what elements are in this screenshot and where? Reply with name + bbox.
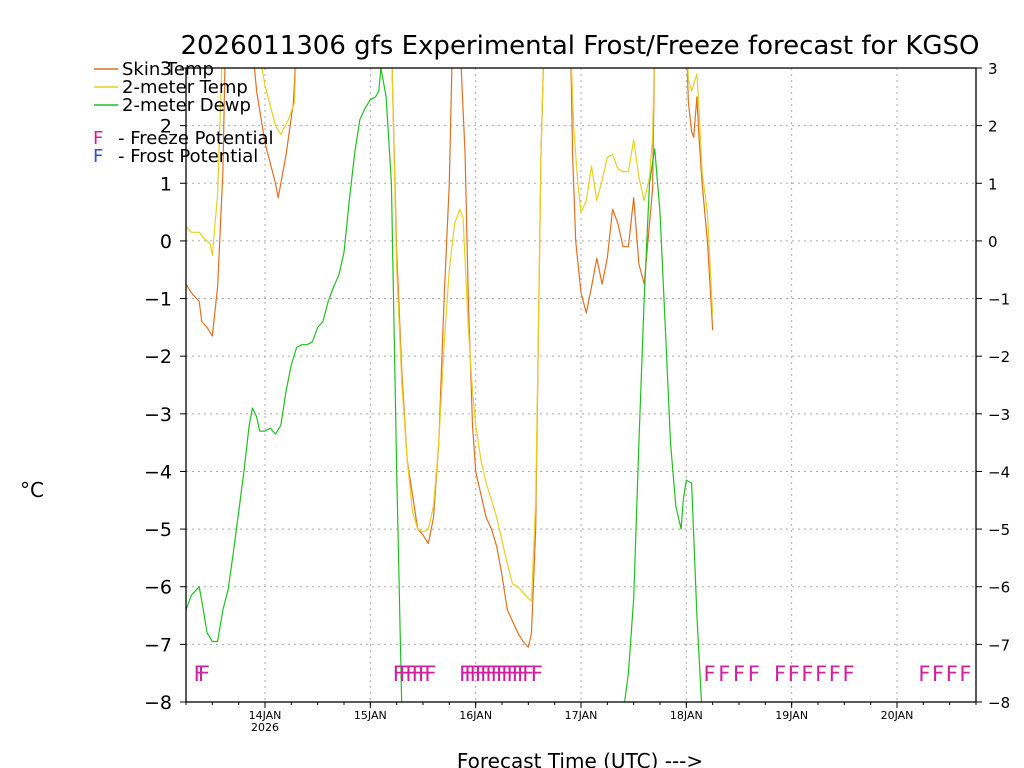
freeze-mark: F	[501, 662, 513, 686]
y-tick-label-right: 3	[988, 60, 998, 78]
freeze-mark: F	[517, 662, 529, 686]
freeze-mark: F	[475, 662, 487, 686]
freeze-mark: F	[748, 662, 760, 686]
y-tick-label-right: 2	[988, 118, 998, 136]
series-lines	[186, 68, 714, 702]
y-tick-label: −6	[144, 577, 172, 599]
y-tick-label: −8	[144, 692, 172, 714]
freeze-mark: F	[932, 662, 944, 686]
freeze-mark: F	[485, 662, 497, 686]
x-tick-label: 16JAN	[459, 709, 492, 722]
freeze-mark: F	[412, 662, 424, 686]
y-tick-label: −7	[144, 634, 172, 656]
y-tick-label: 1	[160, 173, 172, 195]
freeze-mark: F	[496, 662, 508, 686]
y-tick-label: 0	[160, 231, 172, 253]
freeze-mark: F	[801, 662, 813, 686]
legend-marker-symbol: F	[93, 128, 103, 149]
freeze-mark: F	[946, 662, 958, 686]
y-tick-label: 3	[160, 58, 172, 80]
y-tick-label-right: −3	[988, 406, 1010, 424]
x-tick-label: 17JAN	[565, 709, 598, 722]
freeze-mark: F	[399, 662, 411, 686]
x-tick-label: 19JAN	[775, 709, 808, 722]
y-tick-label: −2	[144, 346, 172, 368]
freeze-mark: F	[418, 662, 430, 686]
y-axis-ticks: −8 −8 −7 −7 −6 −6 −5 −5 −4 −4 −3 −3 −2 −2 −1 −1 0 0 1 1 2 2 3 3	[144, 58, 1010, 714]
y-tick-label-right: −8	[988, 694, 1010, 712]
legend-marker-text: - Freeze Potential	[118, 128, 274, 149]
legend-entry: Skin Temp	[122, 59, 214, 80]
x-tick-label: 14JAN	[249, 709, 282, 722]
series-line-2-meter-dewp	[624, 148, 703, 702]
plot-frame	[185, 67, 977, 703]
x-tick-label: 15JAN	[354, 709, 387, 722]
freeze-mark: F	[959, 662, 971, 686]
y-tick-label: 2	[160, 116, 172, 138]
y-axis-label: °C	[20, 478, 44, 502]
freeze-mark: F	[842, 662, 854, 686]
series-line-skin-temp	[186, 68, 714, 648]
freeze-mark: F	[506, 662, 518, 686]
y-tick-label: −3	[144, 404, 172, 426]
y-tick-label-right: −4	[988, 463, 1010, 481]
y-tick-label: −4	[144, 461, 172, 483]
freeze-mark: F	[774, 662, 786, 686]
chart-title: 2026011306 gfs Experimental Frost/Freeze…	[180, 31, 979, 61]
y-tick-label-right: 1	[988, 175, 998, 193]
legend-entry: 2-meter Temp	[122, 77, 248, 98]
freeze-mark: F	[531, 662, 543, 686]
freeze-mark: F	[459, 662, 471, 686]
y-tick-label-right: −5	[988, 521, 1010, 539]
freeze-mark: F	[194, 662, 206, 686]
freeze-mark: F	[491, 662, 503, 686]
freeze-mark: F	[918, 662, 930, 686]
freeze-mark: F	[198, 662, 210, 686]
freeze-mark: F	[470, 662, 482, 686]
freeze-mark: F	[405, 662, 417, 686]
y-tick-label-right: −1	[988, 291, 1010, 309]
y-tick-label-right: −2	[988, 348, 1010, 366]
x-tick-label: 20JAN	[881, 709, 914, 722]
freeze-mark: F	[522, 662, 534, 686]
freeze-mark: F	[733, 662, 745, 686]
freeze-mark: F	[512, 662, 524, 686]
y-tick-label: −1	[144, 289, 172, 311]
legend-marker-symbol: F	[93, 146, 103, 167]
grid-lines	[186, 68, 976, 702]
x-tick-sublabel: 2026	[251, 721, 279, 734]
x-tick-label: 18JAN	[670, 709, 703, 722]
freeze-mark: F	[424, 662, 436, 686]
legend-marker-text: - Frost Potential	[118, 146, 258, 167]
freeze-mark: F	[480, 662, 492, 686]
series-line-2-meter-dewp	[186, 68, 403, 702]
x-axis-label: Forecast Time (UTC) --->	[457, 749, 703, 768]
y-tick-label: −5	[144, 519, 172, 541]
y-tick-label-right: 0	[988, 233, 998, 251]
freeze-mark: F	[718, 662, 730, 686]
y-tick-label-right: −7	[988, 636, 1010, 654]
freeze-mark: F	[829, 662, 841, 686]
freeze-mark: F	[703, 662, 715, 686]
freeze-mark: F	[464, 662, 476, 686]
freeze-mark: F	[815, 662, 827, 686]
freeze-mark: F	[788, 662, 800, 686]
y-tick-label-right: −6	[988, 579, 1010, 597]
legend-entry: 2-meter Dewp	[122, 95, 251, 116]
freeze-mark: F	[393, 662, 405, 686]
series-line-2-meter-temp	[186, 68, 714, 602]
